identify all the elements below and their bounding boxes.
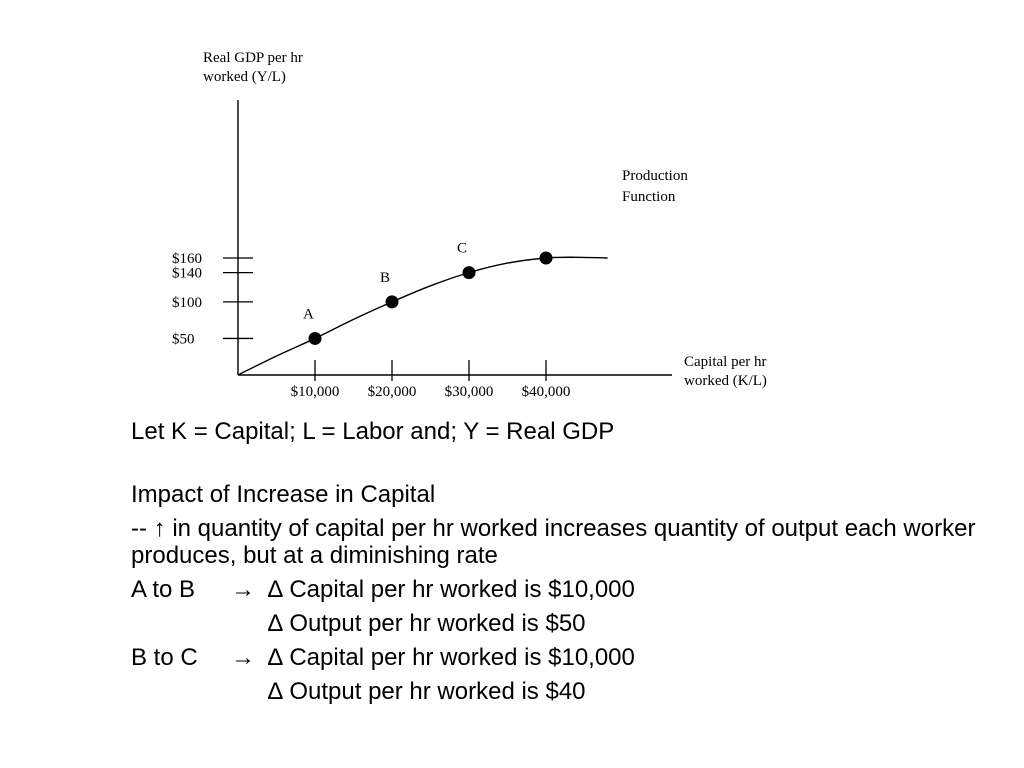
point-label: C xyxy=(457,241,467,257)
data-points: A B C xyxy=(303,241,553,345)
series-label-line-2: Function xyxy=(622,189,676,205)
definitions-line: Let K = Capital; L = Labor and; Y = Real… xyxy=(131,418,615,445)
section-heading: Impact of Increase in Capital xyxy=(131,481,436,508)
series-label-line-1: Production xyxy=(622,168,688,184)
point-label: B xyxy=(380,270,390,286)
arrow-icon: → xyxy=(231,576,255,603)
row-text: ∆ Output per hr worked is $40 xyxy=(268,678,586,705)
y-tick-label: $140 xyxy=(172,266,202,282)
x-axis-title-line-1: Capital per hr xyxy=(684,354,766,370)
arrow-icon: → xyxy=(231,644,255,671)
row-text: ∆ Output per hr worked is $50 xyxy=(268,610,586,637)
row-a-to-b-output: ∆ Output per hr worked is $50 xyxy=(131,610,1011,637)
row-label: B to C xyxy=(131,644,198,671)
x-axis-title: Capital per hr worked (K/L) xyxy=(684,354,770,389)
y-axis-title: Real GDP per hr worked (Y/L) xyxy=(203,50,307,85)
row-b-to-c-output: ∆ Output per hr worked is $40 xyxy=(131,678,1011,705)
row-text: ∆ Capital per hr worked is $10,000 xyxy=(268,576,635,603)
x-tick-label: $10,000 xyxy=(291,384,340,400)
slide-text: Let K = Capital; L = Labor and; Y = Real… xyxy=(131,418,1011,705)
y-tick-label: $100 xyxy=(172,295,202,311)
production-function-curve xyxy=(237,256,608,376)
x-tick-label: $30,000 xyxy=(445,384,494,400)
series-label: Production Function xyxy=(622,168,692,205)
y-axis-title-line-2: worked (Y/L) xyxy=(203,69,286,85)
x-axis-title-line-2: worked (K/L) xyxy=(684,373,767,389)
row-label: A to B xyxy=(131,576,196,603)
axis-ticks: $50 $100 $140$160 $10,000 $20,000 $30,000 $40,… xyxy=(172,251,570,400)
row-b-to-c-capital: B to C → ∆ Capital per hr worked is $10,… xyxy=(131,644,1011,671)
row-a-to-b-capital: A to B → ∆ Capital per hr worked is $10,… xyxy=(131,576,1011,603)
x-tick-label: $20,000 xyxy=(368,384,417,400)
y-tick-label: $50 xyxy=(172,331,195,347)
row-text: ∆ Capital per hr worked is $10,000 xyxy=(268,644,635,671)
data-point-a xyxy=(308,331,322,345)
data-point-c xyxy=(462,266,476,280)
y-tick-label: $160 xyxy=(172,251,202,267)
data-point-b xyxy=(385,295,399,309)
explanation-text: -- ↑ in quantity of capital per hr worke… xyxy=(131,515,976,569)
data-point xyxy=(539,251,553,265)
production-function-chart: Real GDP per hr worked (Y/L) $50 $100 $140… xyxy=(172,50,770,400)
point-label: A xyxy=(303,306,314,322)
x-tick-label: $40,000 xyxy=(522,384,571,400)
y-axis-title-line-1: Real GDP per hr xyxy=(203,50,303,66)
